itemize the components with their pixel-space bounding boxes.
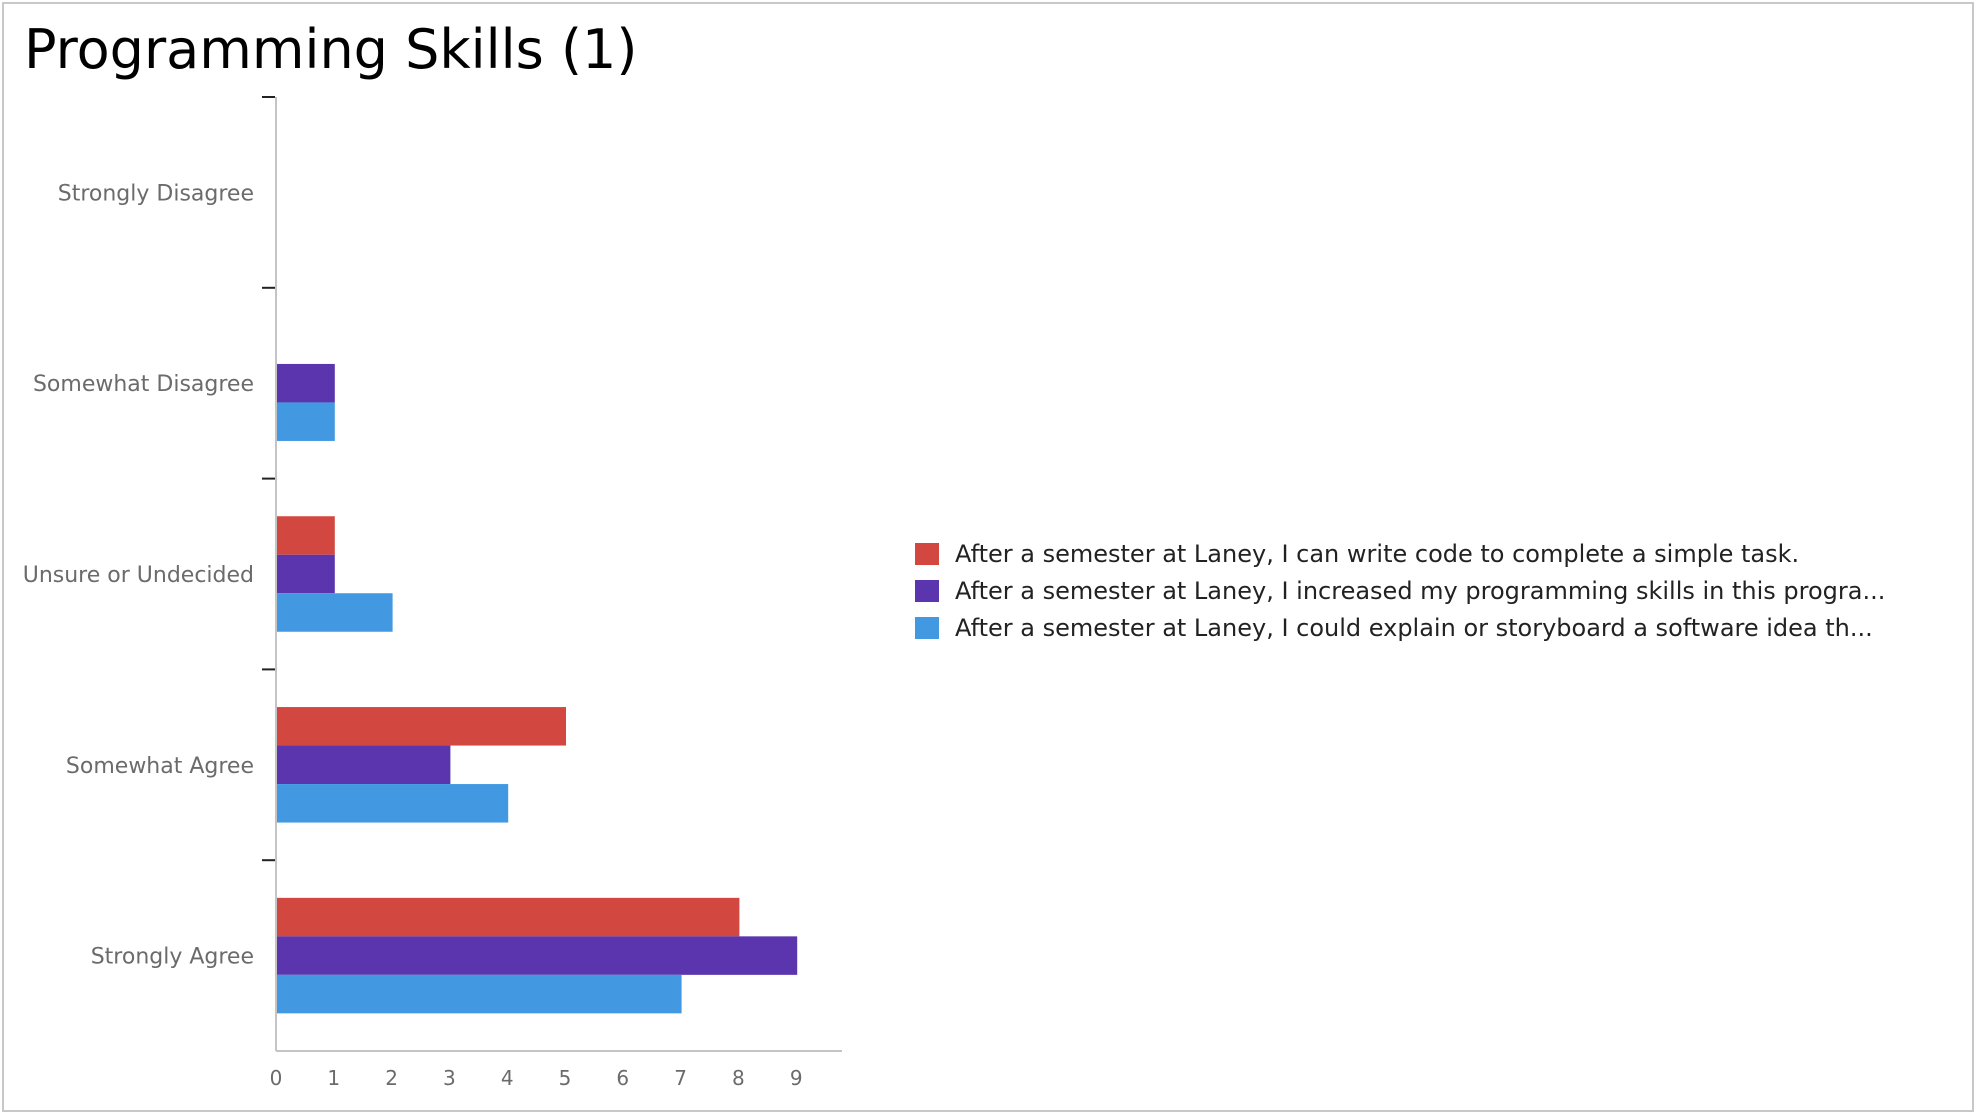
chart-legend: After a semester at Laney, I can write c… (915, 535, 1955, 646)
x-tick-label: 3 (443, 1066, 456, 1090)
x-tick-label: 8 (732, 1066, 745, 1090)
x-tick-label: 6 (616, 1066, 629, 1090)
bar (277, 402, 335, 441)
x-tick-label: 1 (327, 1066, 340, 1090)
x-tick-label: 4 (501, 1066, 514, 1090)
x-tick-label: 5 (559, 1066, 572, 1090)
category-label: Strongly Disagree (58, 181, 254, 206)
bar (277, 554, 335, 594)
legend-item: After a semester at Laney, I increased m… (915, 572, 1955, 609)
legend-swatch (915, 616, 939, 639)
x-tick-label: 7 (674, 1066, 687, 1090)
bar (277, 516, 335, 555)
bar (277, 936, 798, 975)
bar (277, 363, 335, 403)
category-label: Strongly Agree (91, 945, 254, 970)
x-tick-label: 0 (270, 1066, 283, 1090)
legend-label: After a semester at Laney, I could expla… (955, 613, 1873, 642)
bar (277, 593, 393, 632)
bar (277, 974, 682, 1014)
bar (277, 707, 566, 746)
chart-title: Programming Skills (1) (24, 18, 638, 81)
legend-swatch (915, 579, 939, 602)
bar (277, 745, 451, 785)
legend-item: After a semester at Laney, I can write c… (915, 535, 1955, 572)
legend-label: After a semester at Laney, I can write c… (955, 539, 1800, 568)
bar (277, 897, 740, 937)
x-tick-label: 9 (790, 1066, 803, 1090)
category-label: Unsure or Undecided (23, 563, 254, 588)
legend-swatch (915, 542, 939, 565)
category-label: Somewhat Agree (66, 754, 254, 779)
bar (277, 784, 509, 823)
legend-item: After a semester at Laney, I could expla… (915, 609, 1955, 646)
x-tick-label: 2 (385, 1066, 398, 1090)
category-label: Somewhat Disagree (33, 372, 254, 397)
legend-label: After a semester at Laney, I increased m… (955, 576, 1886, 605)
